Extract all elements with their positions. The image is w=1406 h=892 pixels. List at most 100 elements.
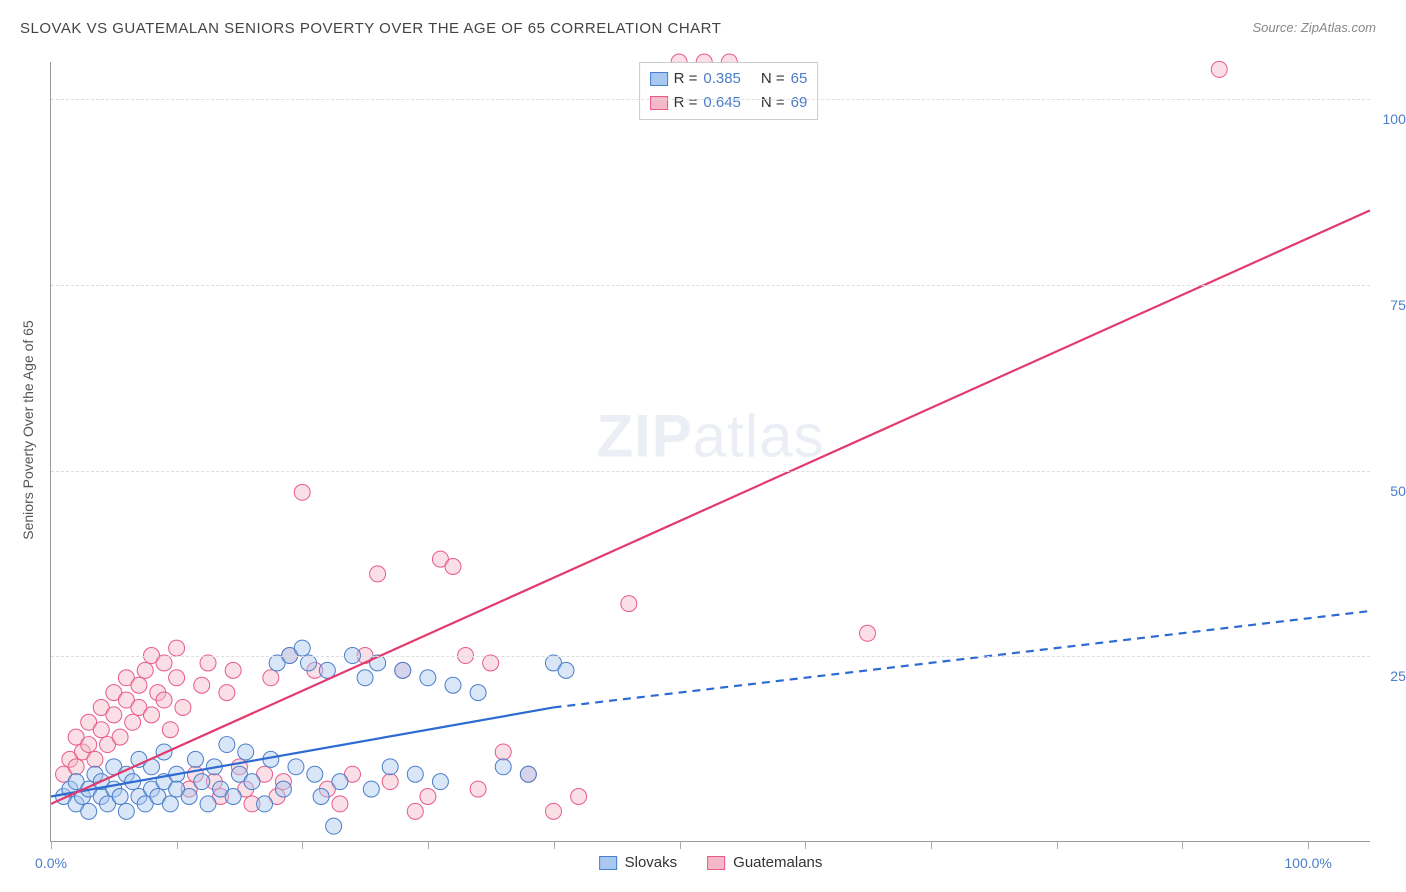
legend-r-value-slovaks: 0.385 <box>703 67 741 91</box>
scatter-point <box>162 722 178 738</box>
legend-r-label: R = <box>674 91 698 115</box>
trend-line-guatemalans <box>51 210 1370 804</box>
scatter-point <box>470 685 486 701</box>
scatter-point <box>219 737 235 753</box>
scatter-point <box>326 818 342 834</box>
trend-line-slovaks-dashed <box>553 611 1370 707</box>
scatter-point <box>294 640 310 656</box>
scatter-point <box>194 677 210 693</box>
legend-swatch-slovaks <box>650 72 668 86</box>
scatter-point <box>470 781 486 797</box>
scatter-point <box>445 677 461 693</box>
chart-title: SLOVAK VS GUATEMALAN SENIORS POVERTY OVE… <box>20 20 721 37</box>
legend-swatch-guatemalans-bottom <box>707 856 725 870</box>
legend-label-guatemalans: Guatemalans <box>733 854 822 871</box>
scatter-point <box>558 662 574 678</box>
y-tick-label: 75.0% <box>1375 297 1406 313</box>
legend-item-slovaks: Slovaks <box>599 854 678 871</box>
scatter-point <box>313 788 329 804</box>
x-tick <box>1308 841 1309 849</box>
scatter-point <box>294 484 310 500</box>
scatter-point <box>420 670 436 686</box>
scatter-point <box>169 670 185 686</box>
scatter-point <box>407 766 423 782</box>
x-tick-label: 0.0% <box>35 855 67 871</box>
y-tick-label: 50.0% <box>1375 483 1406 499</box>
scatter-point <box>332 774 348 790</box>
legend-stats: R = 0.385 N = 65 R = 0.645 N = 69 <box>639 62 819 120</box>
scatter-point <box>194 774 210 790</box>
x-tick <box>554 841 555 849</box>
scatter-point <box>571 788 587 804</box>
grid-line <box>51 285 1370 286</box>
scatter-point <box>112 788 128 804</box>
scatter-point <box>131 677 147 693</box>
scatter-point <box>93 722 109 738</box>
scatter-point <box>545 803 561 819</box>
scatter-point <box>445 559 461 575</box>
x-tick <box>51 841 52 849</box>
x-tick <box>1057 841 1058 849</box>
legend-n-label: N = <box>761 67 785 91</box>
scatter-point <box>621 596 637 612</box>
scatter-point <box>332 796 348 812</box>
scatter-point <box>81 737 97 753</box>
scatter-point <box>181 788 197 804</box>
x-tick <box>680 841 681 849</box>
legend-stats-row-slovaks: R = 0.385 N = 65 <box>650 67 808 91</box>
scatter-point <box>156 655 172 671</box>
scatter-point <box>420 788 436 804</box>
scatter-point <box>225 788 241 804</box>
scatter-point <box>68 759 84 775</box>
scatter-point <box>244 774 260 790</box>
legend-item-guatemalans: Guatemalans <box>707 854 822 871</box>
scatter-point <box>156 692 172 708</box>
scatter-point <box>187 751 203 767</box>
scatter-point <box>87 751 103 767</box>
scatter-point <box>370 566 386 582</box>
scatter-point <box>382 759 398 775</box>
x-tick <box>805 841 806 849</box>
scatter-point <box>307 766 323 782</box>
x-tick <box>302 841 303 849</box>
scatter-point <box>860 625 876 641</box>
scatter-point <box>162 796 178 812</box>
scatter-point <box>263 670 279 686</box>
scatter-point <box>1211 61 1227 77</box>
scatter-point <box>225 662 241 678</box>
scatter-point <box>81 803 97 819</box>
scatter-point <box>288 759 304 775</box>
y-tick-label: 25.0% <box>1375 668 1406 684</box>
scatter-point <box>219 685 235 701</box>
x-tick-label: 100.0% <box>1284 855 1331 871</box>
legend-n-label: N = <box>761 91 785 115</box>
scatter-point <box>363 781 379 797</box>
scatter-point <box>118 803 134 819</box>
scatter-point <box>200 796 216 812</box>
legend-swatch-slovaks-bottom <box>599 856 617 870</box>
scatter-point <box>395 662 411 678</box>
y-tick-label: 100.0% <box>1375 111 1406 127</box>
scatter-point <box>169 640 185 656</box>
scatter-point <box>520 766 536 782</box>
source-attribution: Source: ZipAtlas.com <box>1252 20 1376 35</box>
legend-r-value-guatemalans: 0.645 <box>703 91 741 115</box>
grid-line <box>51 99 1370 100</box>
scatter-point <box>483 655 499 671</box>
legend-series: Slovaks Guatemalans <box>599 854 823 871</box>
grid-line <box>51 656 1370 657</box>
scatter-point <box>137 662 153 678</box>
scatter-point <box>275 781 291 797</box>
legend-stats-row-guatemalans: R = 0.645 N = 69 <box>650 91 808 115</box>
legend-r-label: R = <box>674 67 698 91</box>
scatter-point <box>495 759 511 775</box>
plot-area: ZIPatlas R = 0.385 N = 65 R = 0.645 N = … <box>50 62 1370 842</box>
x-tick <box>1182 841 1183 849</box>
x-tick <box>428 841 429 849</box>
scatter-point <box>175 699 191 715</box>
grid-line <box>51 471 1370 472</box>
scatter-point <box>106 707 122 723</box>
scatter-point <box>144 707 160 723</box>
legend-label-slovaks: Slovaks <box>625 854 678 871</box>
scatter-point <box>200 655 216 671</box>
